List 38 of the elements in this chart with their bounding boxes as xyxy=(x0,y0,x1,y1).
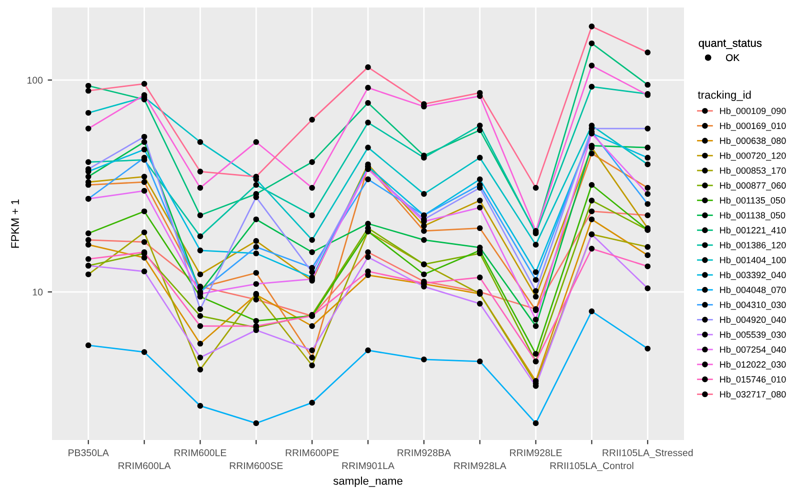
legend-label: Hb_000638_080 xyxy=(720,137,786,146)
legend-label: Hb_015746_010 xyxy=(720,376,786,384)
legend-label: Hb_001138_050 xyxy=(720,212,786,220)
x-tick-label: RRIM600SE xyxy=(230,462,283,470)
y-tick-label: 100 xyxy=(27,76,43,84)
x-tick-label: RRIM600LA xyxy=(118,462,171,470)
legend-label: Hb_004920_040 xyxy=(720,316,786,325)
legend-label: Hb_004048_070 xyxy=(720,286,786,295)
legend-label: Hb_001386_120 xyxy=(720,242,786,250)
legend-label: Hb_032717_080 xyxy=(720,390,786,400)
x-axis-title: sample_name xyxy=(333,476,402,487)
x-tick-label: RRII105LA_Stressed xyxy=(602,449,693,458)
legend-label: Hb_007254_040 xyxy=(720,346,786,354)
legend-label: Hb_000853_170 xyxy=(720,167,786,176)
legend-title: tracking_id xyxy=(698,90,751,101)
x-tick-label: RRIM928BA xyxy=(398,449,451,456)
legend-label: Hb_000109_090 xyxy=(720,107,786,116)
legend-label: Hb_004310_030 xyxy=(720,301,786,310)
legend-label: Hb_001135_050 xyxy=(720,196,786,206)
text: OK xyxy=(726,54,740,62)
legend-label: Hb_003392_040 xyxy=(720,272,786,280)
x-tick-label: RRIM928LE xyxy=(510,449,562,456)
legend-label: Hb_012022_030 xyxy=(720,361,786,370)
x-tick-label: RRII105LA_Control xyxy=(550,462,634,471)
legend-label: Hb_000169_010 xyxy=(720,122,786,131)
y-tick-label: 10 xyxy=(32,288,43,296)
legend-label: Hb_000877_060 xyxy=(720,182,786,190)
x-tick-label: RRIM600LE xyxy=(174,449,226,456)
x-tick-label: RRIM600PE xyxy=(286,449,339,456)
x-tick-label: PB350LA xyxy=(68,449,109,456)
legend-label: Hb_001404_100 xyxy=(720,256,786,265)
legend-label: Hb_001221_410 xyxy=(720,226,786,236)
text: quant_status xyxy=(698,40,762,50)
legend-label: Hb_005539_030 xyxy=(720,331,786,340)
x-tick-label: RRIM901LA xyxy=(342,462,394,470)
y-axis-title: FPKM + 1 xyxy=(11,199,19,248)
legend-label: Hb_000720_120 xyxy=(720,152,786,161)
x-tick-label: RRIM928LA xyxy=(454,462,506,470)
